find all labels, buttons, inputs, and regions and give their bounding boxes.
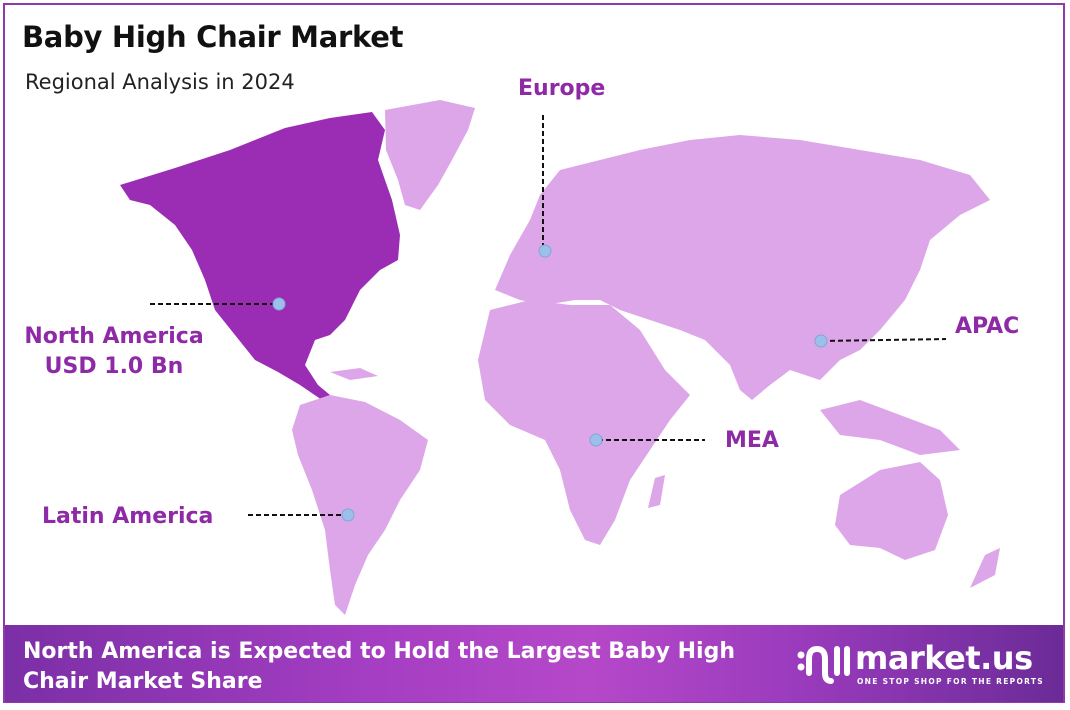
north-america-name: North America <box>24 324 204 349</box>
footer-headline: North America is Expected to Hold the La… <box>23 639 735 694</box>
madagascar-shape <box>648 475 665 508</box>
apac-marker <box>814 334 828 348</box>
north-america-shape <box>120 112 400 400</box>
south-america-shape <box>292 395 428 615</box>
page-subtitle: Regional Analysis in 2024 <box>25 70 295 94</box>
world-map <box>120 100 1000 615</box>
mea-marker <box>589 433 603 447</box>
market-us-logo[interactable]: market.us ONE STOP SHOP FOR THE REPORTS <box>795 639 1045 689</box>
logo-tagline: ONE STOP SHOP FOR THE REPORTS <box>857 677 1044 686</box>
europe-marker <box>538 244 552 258</box>
apac-label: APAC <box>955 314 1020 339</box>
greenland-shape <box>385 100 475 210</box>
latin-america-marker <box>341 508 355 522</box>
footer-banner: North America is Expected to Hold the La… <box>5 625 1063 702</box>
new-zealand-shape <box>970 548 1000 588</box>
eurasia-shape <box>495 135 990 400</box>
europe-label: Europe <box>518 76 606 101</box>
africa-shape <box>478 300 690 545</box>
north-america-value: USD 1.0 Bn <box>44 354 184 379</box>
logo-name: market.us <box>855 639 1033 677</box>
caribbean-shape <box>330 368 378 380</box>
north-america-marker <box>272 297 286 311</box>
north-america-label: North America USD 1.0 Bn <box>14 322 214 382</box>
leader-lines <box>150 115 947 516</box>
market-us-logo-icon <box>797 645 850 684</box>
latin-america-label: Latin America <box>42 504 214 529</box>
page-title: Baby High Chair Market <box>22 20 404 54</box>
australia-shape <box>835 462 948 560</box>
southeast-asia-shape <box>820 400 960 455</box>
mea-label: MEA <box>725 428 779 453</box>
